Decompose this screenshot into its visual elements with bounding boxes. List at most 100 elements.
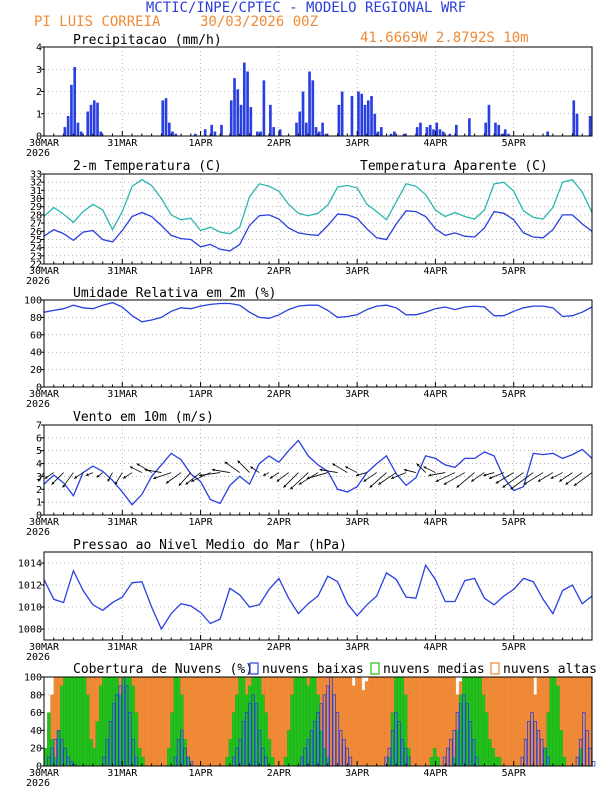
- precip-bar: [73, 67, 77, 136]
- wind-arrow: [306, 472, 328, 479]
- precip-bar: [425, 127, 429, 136]
- nuvens-altas-bar: [429, 676, 434, 767]
- precip-bar: [278, 129, 282, 136]
- nuvens-medias-bar: [79, 676, 84, 767]
- wind-arrow: [144, 469, 162, 473]
- precip-bar: [373, 113, 377, 136]
- wind-arrow-head: [237, 460, 241, 464]
- nuvens-medias-bar: [484, 712, 489, 767]
- nuvens-altas-bar: [436, 676, 440, 767]
- header-title: MCTIC/INPE/CPTEC - MODELO REGIONAL WRF: [146, 0, 466, 16]
- precip-bar: [229, 100, 233, 136]
- wind-arrow-head: [537, 478, 541, 482]
- humidity-ytick-label: 100: [24, 296, 42, 307]
- nuvens-altas-bar: [358, 676, 362, 767]
- precip-bar: [213, 131, 217, 136]
- wind-title: Vento em 10m (m/s): [73, 410, 214, 425]
- wind-arrow: [283, 472, 299, 488]
- wind-arrow: [153, 472, 172, 479]
- wind-arrow: [237, 460, 250, 473]
- wind-arrow-head: [378, 481, 382, 485]
- nuvens-altas-bar: [150, 676, 155, 767]
- precip-panel: 0 1 2 3 4 30MAR 31MAR 1APR 2APR 3APR 4APR 5APR 2026: [26, 43, 593, 159]
- precip-bar: [314, 127, 318, 136]
- humidity-panel: 0 20 40 60 80 100 30MAR 31MAR 1APR 2APR 3APR 4APR 5A…: [24, 296, 593, 410]
- clouds-xtick-label: 31MAR: [107, 768, 138, 779]
- clouds-year-label: 2026: [26, 778, 50, 789]
- precip-bar: [259, 131, 262, 136]
- wind-arrow: [289, 472, 309, 490]
- precip-bar: [428, 124, 432, 136]
- temperature-xtick-label: 30MAR: [29, 266, 60, 277]
- wind-arrow: [428, 472, 446, 476]
- nuvens-medias-bar: [481, 694, 486, 767]
- precip-bar: [89, 104, 93, 136]
- legend-low-clouds-swatch: [249, 662, 259, 675]
- wind-arrow-head: [178, 482, 182, 486]
- temperature-ytick-label: 30: [30, 194, 42, 205]
- wind-arrow-head: [129, 466, 133, 470]
- nuvens-altas-bar: [572, 676, 576, 767]
- wind-arrow-head: [483, 473, 487, 477]
- nuvens-altas-bar: [423, 676, 427, 767]
- legend-mid-clouds-swatch: [370, 662, 380, 675]
- precip-bar: [455, 124, 458, 136]
- nuvens-altas-bar: [141, 676, 145, 767]
- nuvens-altas-bar: [413, 676, 418, 767]
- precip-ytick-label: 1: [36, 109, 42, 120]
- wind-arrow-head: [290, 486, 294, 490]
- wind-xtick-label: 2APR: [267, 517, 292, 528]
- wind-arrow-head: [306, 476, 310, 480]
- nuvens-altas-bar: [163, 676, 168, 767]
- clouds-xtick-label: 1APR: [189, 768, 214, 779]
- precip-bar: [194, 133, 197, 136]
- temperature-xtick-label: 2APR: [267, 266, 292, 277]
- nuvens-medias-bar: [556, 685, 560, 767]
- clouds-xtick-label: 5APR: [502, 768, 527, 779]
- nuvens-altas-bar: [160, 676, 165, 767]
- nuvens-altas-bar: [186, 676, 191, 767]
- wind-arrow: [559, 472, 573, 482]
- nuvens-altas-bar: [565, 676, 570, 767]
- temperature-ytick-label: 23: [30, 251, 42, 262]
- pressure-ytick-label: 1012: [18, 581, 42, 592]
- precip-bar: [308, 71, 311, 136]
- clouds-ytick-label: 40: [30, 726, 42, 737]
- wind-arrow: [390, 472, 407, 479]
- precip-ytick-label: 4: [36, 43, 42, 54]
- nuvens-altas-bar: [410, 676, 414, 767]
- nuvens-medias-bar: [173, 676, 178, 767]
- nuvens-medias-bar: [300, 676, 304, 767]
- nuvens-medias-bar: [137, 748, 142, 767]
- nuvens-altas-bar: [209, 676, 213, 767]
- nuvens-altas-bar: [212, 676, 216, 767]
- legend-mid-clouds: nuvens medias: [383, 662, 485, 677]
- pressure-ytick-label: 1008: [18, 625, 42, 636]
- wind-arrow: [185, 472, 201, 485]
- nuvens-altas-bar: [562, 676, 567, 767]
- clouds-xtick-label: 3APR: [345, 768, 370, 779]
- wind-arrow-head: [369, 484, 373, 488]
- nuvens-medias-bar: [488, 739, 492, 767]
- precip-bar: [66, 115, 70, 136]
- wind-arrow: [378, 472, 397, 485]
- wind-arrow-head: [428, 473, 432, 477]
- precip-bar: [79, 131, 83, 136]
- wind-xtick-label: 4APR: [423, 517, 448, 528]
- precip-bar: [448, 133, 452, 136]
- wind-arrow-head: [495, 480, 499, 484]
- wind-arrow: [488, 472, 505, 479]
- wind-arrow-head: [51, 481, 55, 485]
- nuvens-altas-bar: [274, 676, 278, 767]
- precip-bar: [376, 131, 380, 136]
- wind-arrow-head: [62, 484, 66, 488]
- nuvens-medias-bar: [478, 676, 482, 767]
- humidity-ytick-label: 20: [30, 365, 42, 376]
- pressure-xtick-label: 5APR: [502, 642, 527, 653]
- nuvens-medias-bar: [293, 676, 298, 767]
- nuvens-altas-bar: [222, 676, 226, 767]
- precip-bar: [236, 89, 240, 136]
- precip-bar: [63, 127, 67, 136]
- nuvens-altas-bar: [277, 676, 281, 767]
